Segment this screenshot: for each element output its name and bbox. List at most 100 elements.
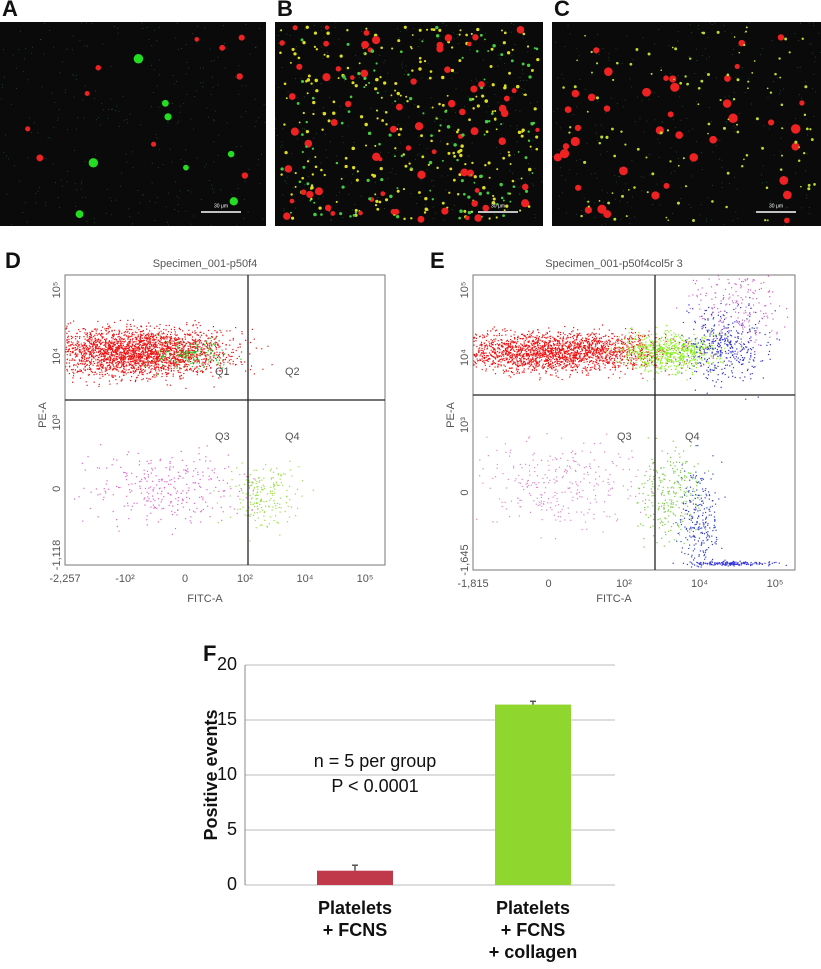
event-dot (241, 351, 242, 352)
event-dot (127, 332, 128, 333)
event-dot (82, 463, 83, 464)
event-dot (274, 492, 275, 493)
event-dot (158, 364, 159, 365)
fluorescent-spot (668, 111, 674, 117)
event-dot (132, 348, 133, 349)
event-dot (170, 461, 171, 462)
event-dot (525, 337, 526, 338)
fluorescent-spot (419, 61, 422, 64)
fluorescent-spot (436, 167, 438, 169)
event-dot (131, 329, 132, 330)
event-dot (191, 522, 192, 523)
event-dot (297, 489, 298, 490)
fluorescent-spot (445, 34, 452, 41)
event-dot (153, 499, 154, 500)
event-dot (180, 354, 181, 355)
noise (716, 145, 717, 146)
event-dot (194, 511, 195, 512)
noise (286, 33, 287, 34)
fluorescent-spot (296, 64, 302, 70)
noise (682, 106, 683, 107)
event-dot (181, 355, 182, 356)
noise (212, 76, 213, 77)
fluorescent-spot (508, 72, 511, 75)
quadrant-label: Q1 (215, 366, 230, 378)
fluorescent-spot (284, 151, 287, 154)
event-dot (145, 352, 146, 353)
fluorescent-spot (419, 29, 422, 32)
event-dot (81, 353, 82, 354)
event-dot (142, 348, 143, 349)
event-dot (110, 345, 111, 346)
event-dot (190, 359, 191, 360)
event-dot (209, 493, 210, 494)
event-dot (135, 361, 136, 362)
event-dot (279, 534, 280, 535)
event-dot (144, 354, 145, 355)
event-dot (120, 341, 121, 342)
noise (411, 193, 412, 194)
fluorescent-spot (313, 213, 317, 217)
noise (178, 121, 179, 122)
event-dot (267, 493, 268, 494)
fluorescent-spot (605, 136, 608, 139)
event-dot (107, 348, 108, 349)
event-dot (159, 324, 160, 325)
event-dot (147, 334, 148, 335)
event-dot (589, 338, 590, 339)
event-dot (196, 355, 197, 356)
event-dot (192, 366, 193, 367)
event-dot (125, 341, 126, 342)
event-dot (72, 372, 73, 373)
event-dot (117, 383, 118, 384)
fluorescent-spot (727, 172, 730, 175)
noise (388, 152, 389, 153)
noise (714, 23, 715, 24)
event-dot (107, 480, 108, 481)
fluorescent-spot (399, 128, 402, 131)
event-dot (257, 506, 258, 507)
event-dot (183, 348, 184, 349)
fluorescent-spot (464, 163, 466, 165)
event-dot (276, 522, 277, 523)
event-dot (199, 342, 200, 343)
event-dot (151, 468, 152, 469)
event-dot (125, 349, 126, 350)
fluorescent-spot (295, 186, 297, 188)
event-dot (148, 336, 149, 337)
noise (657, 139, 658, 140)
event-dot (166, 338, 167, 339)
noise (600, 154, 601, 155)
event-dot (272, 495, 273, 496)
event-dot (195, 348, 196, 349)
fluorescent-spot (432, 107, 434, 109)
noise (576, 214, 577, 215)
event-dot (132, 368, 133, 369)
event-dot (288, 506, 289, 507)
event-dot (148, 333, 149, 334)
event-dot (66, 340, 67, 341)
event-dot (82, 363, 83, 364)
event-dot (273, 500, 274, 501)
noise (149, 201, 150, 202)
noise (416, 203, 417, 204)
event-dot (144, 473, 145, 474)
event-dot (118, 531, 119, 532)
fluorescent-spot (436, 45, 443, 52)
event-dot (101, 360, 102, 361)
event-dot (228, 454, 229, 455)
fluorescent-spot (290, 62, 292, 64)
event-dot (159, 505, 160, 506)
noise (454, 73, 455, 74)
noise (528, 163, 529, 164)
event-dot (188, 487, 189, 488)
event-dot (613, 353, 614, 354)
event-dot (105, 341, 106, 342)
event-dot (180, 355, 181, 356)
noise (770, 201, 771, 202)
event-dot (124, 506, 125, 507)
fluorescent-spot (236, 73, 242, 79)
event-dot (218, 362, 219, 363)
event-dot (168, 370, 169, 371)
noise (635, 121, 636, 122)
